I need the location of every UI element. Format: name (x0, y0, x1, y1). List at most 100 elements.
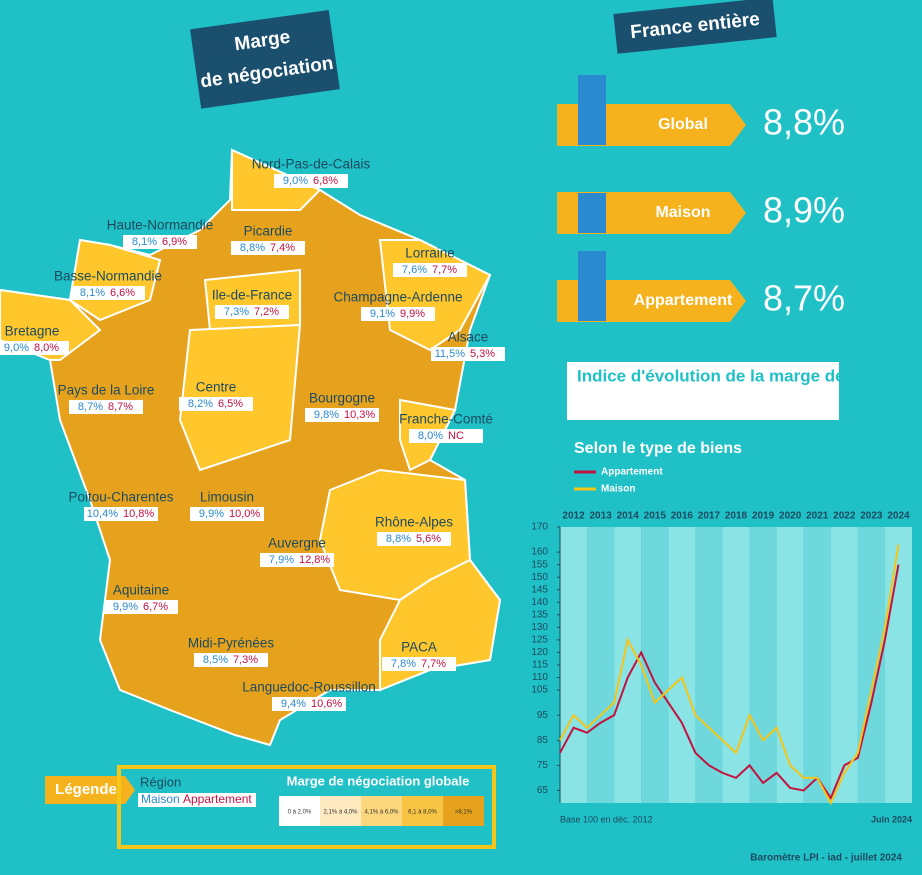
region-chip (272, 697, 346, 711)
x-tick-label: 2014 (617, 511, 640, 522)
region-maison: 7,6% (402, 264, 427, 276)
series-line (559, 544, 900, 806)
x-tick-label: 2020 (779, 511, 802, 522)
x-tick-label: 2019 (752, 511, 775, 522)
region-appartement: 6,9% (162, 236, 187, 248)
region-name: Lorraine (405, 246, 455, 261)
y-tick-label: 95 (537, 710, 549, 721)
region-appartement: 7,7% (432, 264, 457, 276)
y-tick-label: 150 (531, 572, 548, 583)
france-items: Global 8,8% Maison 8,9% Appartement 8,7% (557, 75, 845, 322)
bucket (361, 796, 402, 826)
year-band (560, 527, 588, 803)
legend-box (117, 765, 496, 849)
year-band (695, 527, 723, 803)
year-band (884, 527, 912, 803)
x-tick-label: 2024 (887, 511, 910, 522)
footer: Baromètre LPI - iad - juillet 2024 (750, 853, 902, 864)
region-chip (231, 241, 305, 255)
region-name: Nord-Pas-de-Calais (252, 157, 371, 172)
region-name: Champagne-Ardenne (333, 290, 462, 305)
region-maison: 8,1% (132, 236, 157, 248)
y-tick-label: 130 (531, 622, 548, 633)
region-maison: 7,3% (224, 306, 249, 318)
region-chip (361, 307, 435, 321)
x-tick-label: 2021 (806, 511, 829, 522)
x-tick-label: 2016 (671, 511, 694, 522)
y-tick-label: 135 (531, 609, 548, 620)
building (578, 193, 606, 233)
legend-label: Maison (601, 484, 635, 495)
region-chip (179, 397, 253, 411)
region-appartement: 7,4% (270, 242, 295, 254)
region-appartement: 6,5% (218, 398, 243, 410)
building (578, 251, 606, 321)
region-appartement: 10,0% (229, 508, 260, 520)
region-chip (260, 553, 334, 567)
region-chip (431, 347, 505, 361)
year-band (668, 527, 696, 803)
annotation: Base 100 en déc. 2012 (560, 814, 653, 824)
region-appartement: NC (448, 430, 464, 442)
bucket-label: 6,1 à 8,0% (408, 810, 437, 816)
bucket-label: 2,1% à 4,0% (323, 810, 358, 816)
legend-chip (138, 793, 256, 807)
y-tick-label: 170 (531, 522, 548, 533)
region-appartement: 10,6% (311, 698, 342, 710)
region-chip (194, 653, 268, 667)
region-appartement: 10,8% (123, 508, 154, 520)
region-appartement: 12,8% (299, 554, 330, 566)
ribbon (613, 0, 777, 54)
legend-label: Appartement (601, 467, 663, 478)
region-maison: 8,0% (418, 430, 443, 442)
y-tick-label: 145 (531, 584, 548, 595)
region-chip (123, 235, 197, 249)
year-band (803, 527, 831, 803)
region-maison: 9,9% (113, 601, 138, 613)
item-label: Appartement (634, 292, 733, 309)
region-chip (0, 341, 69, 355)
year-band (857, 527, 885, 803)
region-chip (84, 507, 158, 521)
region-chip (393, 263, 467, 277)
y-tick-label: 120 (531, 647, 548, 658)
year-band (776, 527, 804, 803)
region-maison: 8,1% (80, 287, 105, 299)
region-appartement: 8,0% (34, 342, 59, 354)
region-maison: 9,8% (314, 409, 339, 421)
region-appartement: 7,7% (421, 658, 446, 670)
bucket (443, 796, 484, 826)
region-chip (377, 532, 451, 546)
region-name: PACA (401, 640, 437, 655)
region-maison: 9,0% (4, 342, 29, 354)
region-maison: 9,0% (283, 175, 308, 187)
region-maison: 11,5% (435, 348, 466, 360)
year-band (641, 527, 669, 803)
x-tick-label: 2013 (589, 511, 612, 522)
item-label: Maison (655, 204, 710, 221)
region-chip (69, 400, 143, 414)
legend-tag (45, 776, 135, 804)
chart-title-box (567, 362, 839, 420)
region-name: Auvergne (268, 536, 326, 551)
region-maison: 7,8% (391, 658, 416, 670)
x-tick-label: 2023 (860, 511, 883, 522)
legend-title: Légende (55, 781, 117, 798)
year-band (614, 527, 642, 803)
region-chip (190, 507, 264, 521)
series-line (559, 564, 900, 801)
chart: 2012 2013 2014 2015 2016 2017 2018 2019 2020 2021… (531, 467, 912, 806)
y-tick-label: 160 (531, 547, 548, 558)
region-maison: 8,8% (386, 533, 411, 545)
region-appartement: 6,7% (143, 601, 168, 613)
region-name: Ile-de-France (212, 288, 292, 303)
bucket (279, 796, 320, 826)
buckets: 0 à 2,0% 2,1% à 4,0% 4,1% à 6,0% 6,1 à 8,0%… (279, 796, 484, 826)
bucket-label: >8,1% (455, 810, 473, 816)
year-band (587, 527, 615, 803)
region-maison: 7,9% (269, 554, 294, 566)
title-ribbon: Marge de négociation (190, 9, 340, 109)
region-maison: 9,1% (370, 308, 395, 320)
legend-scale-title: Marge de négociation globale (287, 773, 470, 788)
